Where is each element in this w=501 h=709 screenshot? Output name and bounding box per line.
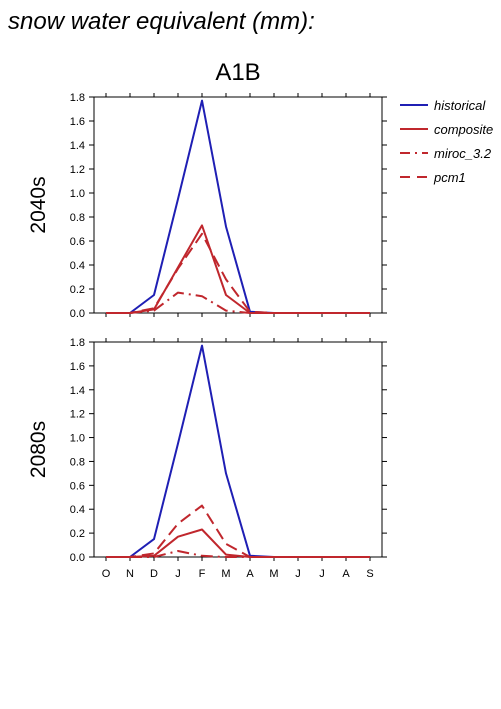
x-tick-label: O [102, 568, 111, 580]
y-tick-label: 1.4 [70, 385, 85, 397]
panel-frame-2080s [93, 341, 383, 558]
y-tick-label: 1.2 [70, 409, 85, 421]
series-line-pcm1-2040s [106, 232, 370, 314]
x-tick-label: J [319, 568, 325, 580]
y-tick-label: 0.8 [70, 456, 85, 468]
y-tick-label: 0.4 [70, 260, 85, 272]
y-tick-label: 0.2 [70, 284, 85, 296]
y-tick-label: 1.8 [70, 337, 85, 349]
y-tick-label: 0.0 [70, 552, 85, 564]
series-line-composite-2080s [106, 528, 370, 558]
series-line-historical-2080s [106, 344, 370, 558]
y-tick-label: 1.8 [70, 92, 85, 104]
x-tick-label: S [366, 568, 373, 580]
y-tick-label: 0.0 [70, 308, 85, 320]
x-tick-label: M [221, 568, 230, 580]
y-tick-label: 1.0 [70, 188, 85, 200]
x-tick-label: J [295, 568, 301, 580]
x-tick-label: A [342, 568, 350, 580]
panel-label-2080s: 2080s [27, 421, 50, 478]
x-tick-label: M [269, 568, 278, 580]
x-tick-label: A [246, 568, 254, 580]
panel-label-2040s: 2040s [27, 176, 50, 233]
y-tick-label: 1.6 [70, 116, 85, 128]
panel-frame-2040s [93, 96, 383, 314]
y-tick-label: 1.4 [70, 140, 85, 152]
series-line-pcm1-2080s [106, 504, 370, 558]
x-tick-label: N [126, 568, 134, 580]
series-line-miroc_3.2-2080s [106, 550, 370, 558]
y-tick-label: 0.6 [70, 236, 85, 248]
legend-label-historical: historical [434, 98, 486, 113]
y-tick-label: 0.6 [70, 480, 85, 492]
y-tick-label: 0.2 [70, 528, 85, 540]
y-tick-label: 1.2 [70, 164, 85, 176]
legend-label-pcm1: pcm1 [433, 170, 466, 185]
x-tick-label: F [199, 568, 206, 580]
y-tick-label: 0.4 [70, 504, 85, 516]
series-line-historical-2040s [106, 99, 370, 314]
y-tick-label: 0.8 [70, 212, 85, 224]
scenario-title: A1B [215, 59, 260, 86]
legend-label-composite: composite [434, 122, 493, 137]
x-tick-label: J [175, 568, 181, 580]
legend-label-miroc_3.2: miroc_3.2 [434, 146, 492, 161]
x-tick-label: D [150, 568, 158, 580]
y-tick-label: 1.6 [70, 361, 85, 373]
page-title: snow water equivalent (mm): [8, 8, 315, 35]
y-tick-label: 1.0 [70, 433, 85, 445]
